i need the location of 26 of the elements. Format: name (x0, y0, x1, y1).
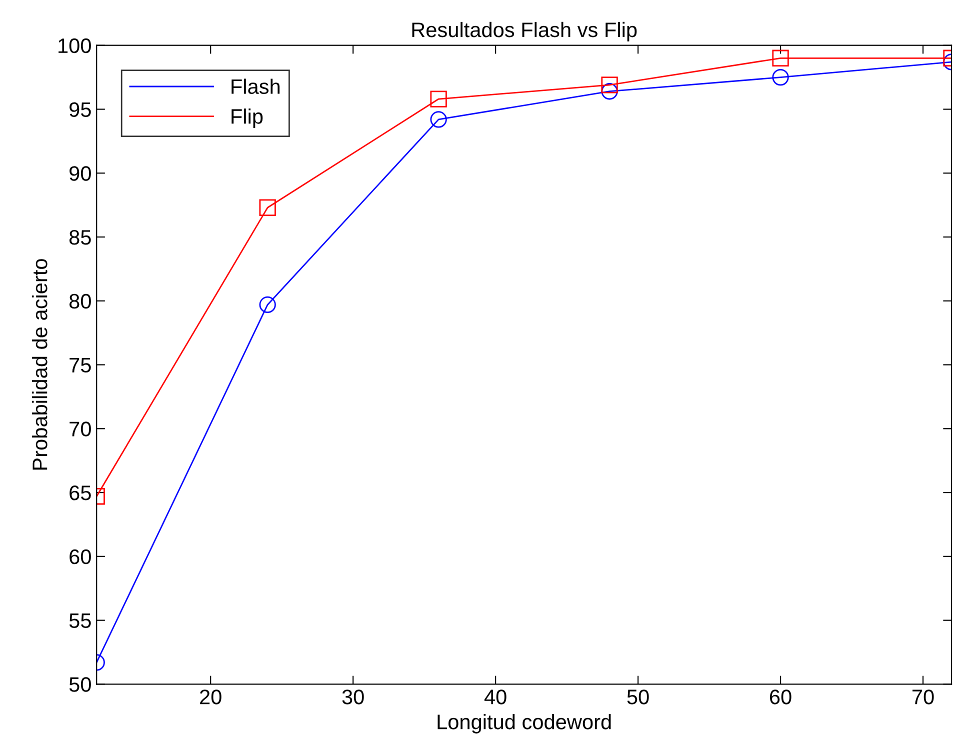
x-tick-label: 50 (627, 690, 649, 704)
y-tick-label: 90 (70, 166, 91, 181)
point (601, 76, 618, 94)
y-tick-label: 60 (70, 549, 91, 564)
point (430, 90, 447, 108)
y-tick-label: 50 (69, 677, 91, 692)
x-tick-label: 20 (200, 690, 222, 704)
legend-label: Flash (232, 78, 280, 94)
chart-title: Resultados Flash vs Flip (412, 22, 637, 42)
point (601, 83, 618, 100)
x-tick-label: 40 (484, 690, 506, 704)
y-tick-label: 75 (70, 358, 91, 373)
y-tick-label: 80 (69, 294, 91, 309)
y-tick-label: 55 (69, 614, 91, 628)
y-tick-label: 100 (58, 38, 91, 54)
y-tick-label: 95 (70, 102, 91, 117)
x-axis-title: Longitud codeword (438, 714, 611, 734)
y-tick-label: 85 (69, 230, 91, 245)
y-tick-label: 65 (70, 486, 91, 500)
legend-label: Flip (232, 108, 263, 128)
x-tick-label: 30 (342, 690, 364, 704)
x-tick-label: 60 (770, 690, 792, 704)
x-tick-label: 70 (912, 690, 934, 704)
y-tick-label: 70 (70, 422, 91, 436)
y-axis-title: Probabilidad de acierto (32, 259, 48, 470)
point (430, 111, 447, 128)
